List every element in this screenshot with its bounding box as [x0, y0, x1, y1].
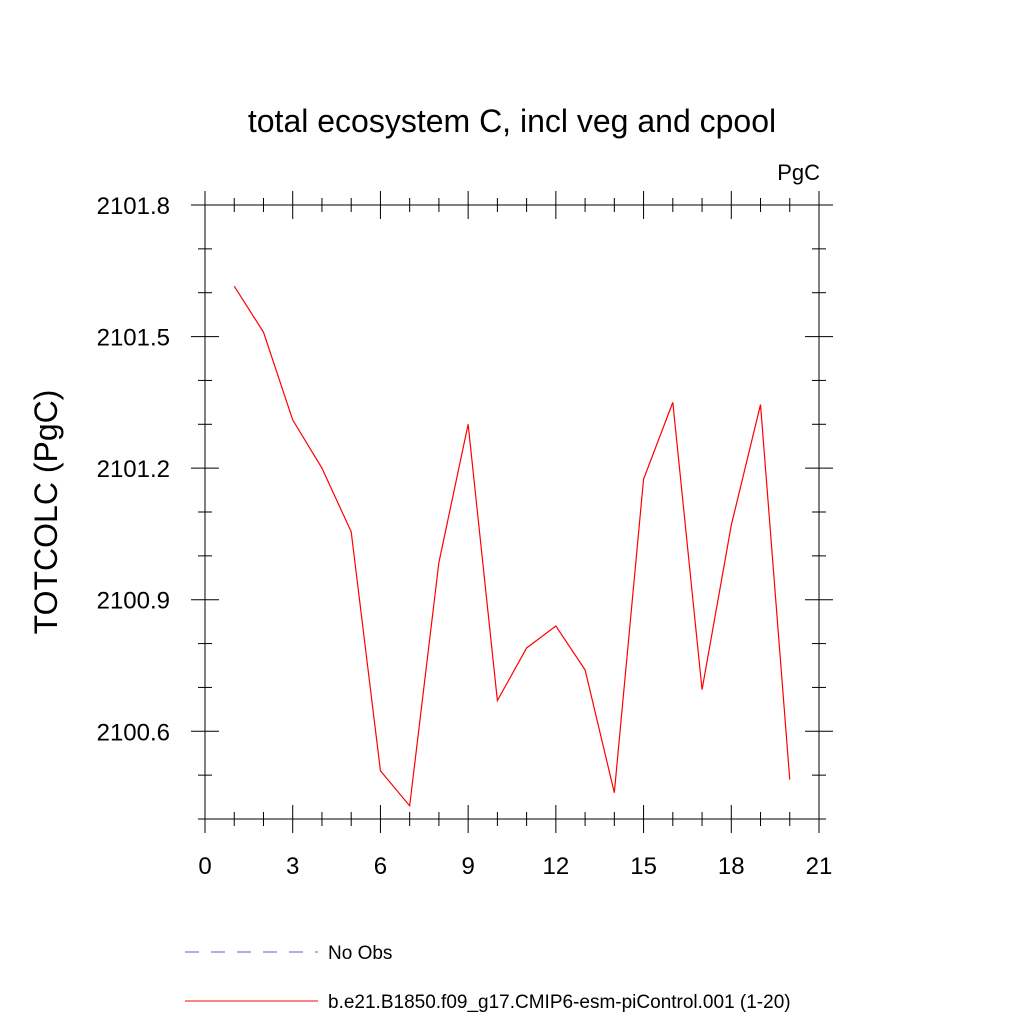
x-tick-label: 3 — [286, 853, 299, 880]
y-tick-label: 2100.6 — [97, 719, 170, 746]
x-tick-labels: 0 3 6 9 12 15 18 21 — [198, 853, 832, 880]
x-tick-label: 6 — [374, 853, 387, 880]
y-tick-label: 2100.9 — [97, 588, 170, 615]
y-tick-labels: 2100.6 2100.9 2101.2 2101.5 2101.8 — [97, 193, 170, 746]
axis-ticks — [191, 191, 833, 833]
legend-label-model: b.e21.B1850.f09_g17.CMIP6-esm-piControl.… — [328, 992, 791, 1013]
chart-title: total ecosystem C, incl veg and cpool — [248, 103, 776, 139]
y-axis-title: TOTCOLC (PgC) — [28, 390, 64, 635]
y-tick-label: 2101.5 — [97, 325, 170, 352]
x-tick-label: 0 — [198, 853, 211, 880]
x-tick-label: 21 — [806, 853, 833, 880]
x-tick-label: 12 — [543, 853, 570, 880]
series-lines — [233, 285, 791, 808]
legend-label-no-obs: No Obs — [328, 943, 392, 964]
x-tick-label: 15 — [630, 853, 657, 880]
y-tick-label: 2101.8 — [97, 193, 170, 220]
x-tick-label: 18 — [718, 853, 745, 880]
units-label: PgC — [777, 160, 820, 185]
y-tick-label: 2101.2 — [97, 456, 170, 483]
x-tick-label: 9 — [461, 853, 474, 880]
legend: No Obs b.e21.B1850.f09_g17.CMIP6-esm-piC… — [185, 943, 791, 1013]
plot-frame — [204, 204, 820, 820]
series-line-1 — [233, 285, 791, 808]
